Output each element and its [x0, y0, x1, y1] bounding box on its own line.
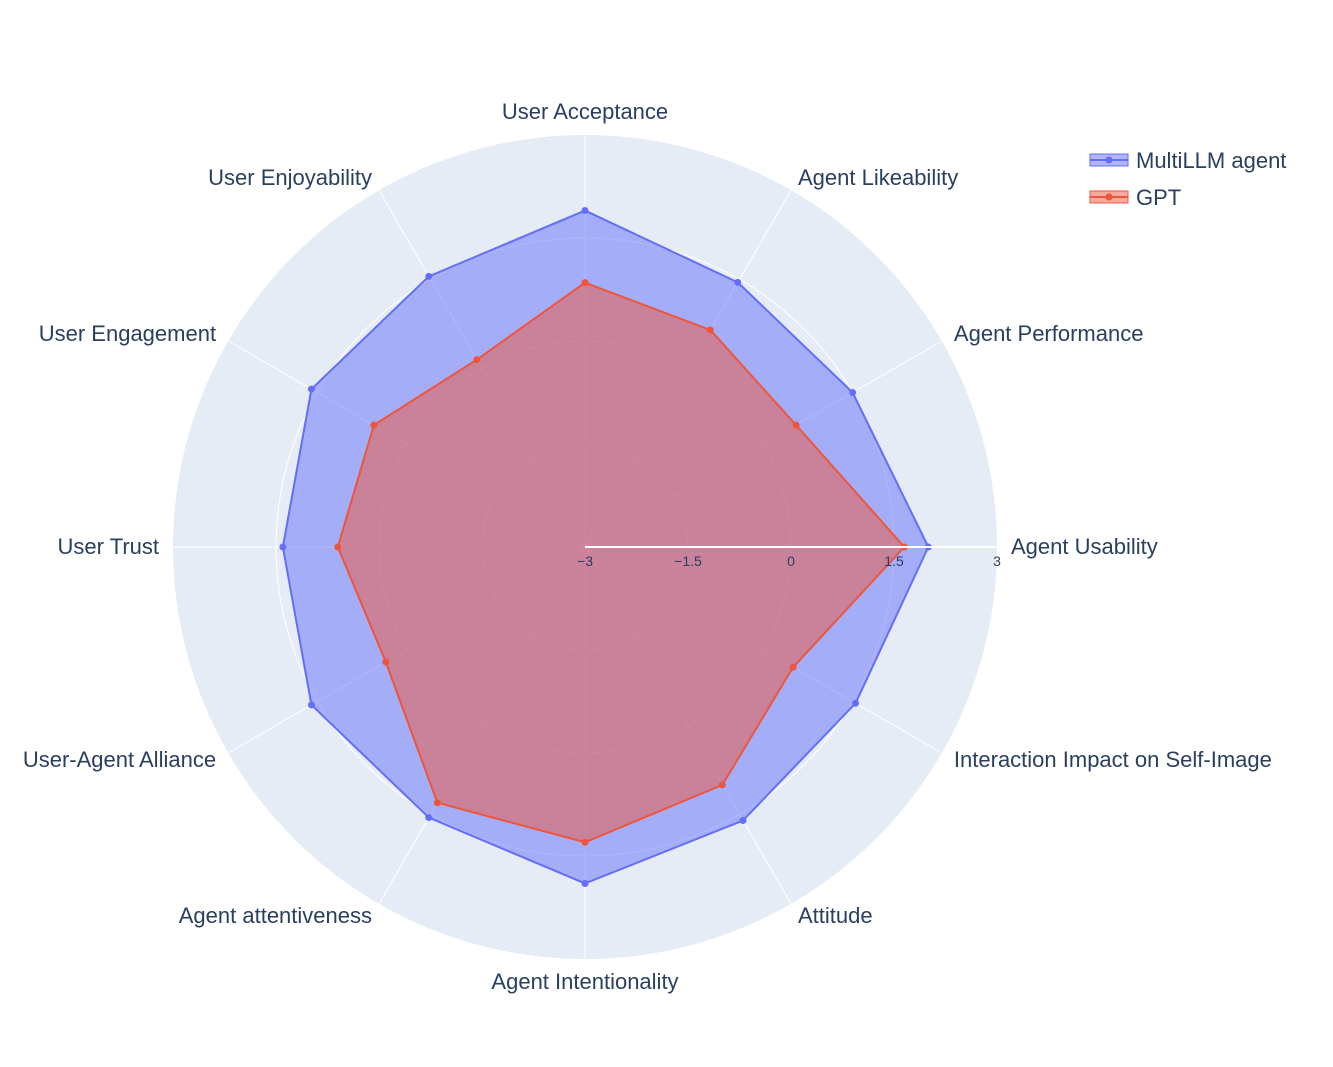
axis-label: Attitude — [798, 903, 873, 928]
axis-label: User Acceptance — [502, 99, 668, 124]
legend[interactable]: MultiLLM agent GPT — [1089, 148, 1286, 210]
legend-label: MultiLLM agent — [1136, 148, 1286, 173]
radial-tick-label: −3 — [577, 553, 593, 569]
data-point — [852, 699, 860, 707]
data-point — [307, 385, 315, 393]
data-point — [581, 207, 589, 215]
data-point — [734, 278, 742, 286]
radial-tick-label: 3 — [993, 553, 1001, 569]
data-point — [739, 817, 747, 825]
data-point — [370, 421, 378, 429]
data-point — [581, 838, 589, 846]
axis-label: User Trust — [58, 534, 159, 559]
data-point — [581, 279, 589, 287]
legend-marker — [1105, 193, 1113, 201]
axis-label: Agent Likeability — [798, 165, 958, 190]
data-point — [382, 658, 390, 666]
axis-label: Agent Performance — [954, 321, 1144, 346]
legend-label: GPT — [1136, 185, 1181, 210]
data-point — [425, 272, 433, 280]
data-point — [706, 326, 714, 334]
radial-tick-label: 0 — [787, 553, 795, 569]
series-1 — [334, 279, 908, 846]
data-point — [307, 701, 315, 709]
axis-label: User-Agent Alliance — [23, 747, 216, 772]
data-point — [334, 543, 342, 551]
legend-marker — [1105, 156, 1113, 164]
axis-label: Agent Intentionality — [491, 969, 678, 994]
axis-label: Interaction Impact on Self-Image — [954, 747, 1272, 772]
data-point — [425, 814, 433, 822]
data-point — [718, 781, 726, 789]
data-point — [279, 543, 287, 551]
radial-tick-label: −1.5 — [674, 553, 702, 569]
axis-label: Agent Usability — [1011, 534, 1158, 559]
radial-axis: −3 −1.5 0 1.5 3 — [577, 546, 1001, 569]
legend-item[interactable]: GPT — [1089, 185, 1181, 210]
data-point — [433, 799, 441, 807]
axis-label: User Engagement — [39, 321, 216, 346]
data-point — [792, 421, 800, 429]
legend-item[interactable]: MultiLLM agent — [1089, 148, 1286, 173]
axis-label: User Enjoyability — [208, 165, 372, 190]
radial-tick-label: 1.5 — [884, 553, 904, 569]
data-point — [473, 356, 481, 364]
angular-axis-labels: Agent Usability Agent Performance Agent Li… — [23, 99, 1272, 994]
axis-label: Agent attentiveness — [179, 903, 372, 928]
data-point — [849, 389, 857, 396]
data-point — [581, 879, 589, 887]
data-point — [789, 663, 797, 671]
